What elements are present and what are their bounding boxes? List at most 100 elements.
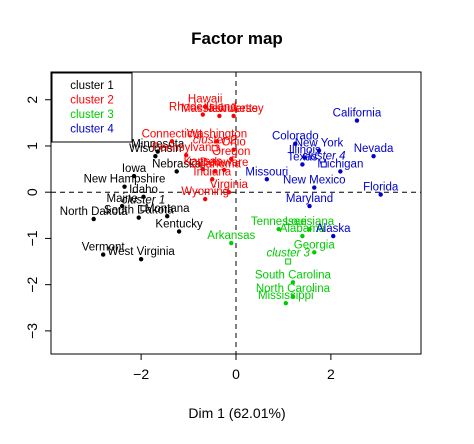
label-virginia: Virginia: [210, 179, 249, 191]
label-massachusetts: Massachusetts: [181, 103, 258, 115]
label-delaware: Delaware: [200, 157, 249, 169]
axes: −2 0 2 −3 −2 −1 0 1 2: [24, 96, 335, 382]
y-tick-label: 2: [24, 96, 40, 104]
legend: cluster 1 cluster 2 cluster 3 cluster 4: [51, 72, 133, 143]
label-oklahoma: Oklahoma: [188, 158, 241, 170]
point-oregon: [229, 156, 234, 162]
label-kansas: Kansas: [184, 156, 223, 168]
point-south-carolina: [290, 280, 296, 285]
point-minnesota: [155, 149, 160, 154]
label-nebraska: Nebraska: [152, 158, 202, 170]
point-wisconsin: [153, 153, 158, 159]
reference-lines: [51, 72, 421, 354]
point-vermont: [100, 252, 106, 257]
point-new-mexico: [312, 185, 317, 190]
point-north-dakota: [91, 216, 96, 222]
label-alabama: Alabama: [280, 223, 326, 235]
point-tennessee: [276, 226, 281, 232]
label-kentucky: Kentucky: [155, 218, 203, 230]
point-washington: [214, 139, 220, 144]
point-maine: [119, 203, 125, 209]
y-tick-label: 1: [24, 142, 40, 150]
label-connecticut: Connecticut: [142, 128, 204, 140]
point-california: [354, 118, 360, 123]
point-delaware: [221, 167, 227, 173]
centroid-label-cluster-4: cluster 4: [302, 150, 345, 162]
label-tennessee: Tennessee: [251, 216, 307, 228]
label-oregon: Oregon: [212, 146, 250, 158]
label-washington: Washington: [187, 128, 247, 140]
label-louisiana: Louisiana: [285, 216, 335, 228]
point-arkansas: [229, 240, 234, 246]
label-missouri: Missouri: [245, 166, 288, 178]
label-wisconsin: Wisconsin: [129, 143, 181, 155]
chart-title: Factor map: [191, 29, 283, 48]
label-new-york: New York: [295, 138, 344, 150]
point-florida: [378, 192, 383, 197]
point-mississippi: [283, 300, 289, 306]
label-texas: Texas: [287, 151, 317, 163]
point-south-dakota: [136, 215, 141, 220]
centroid-marker-cluster-4: [320, 161, 327, 168]
point-indiana: [210, 177, 215, 182]
label-south-dakota: South Dakota: [104, 205, 174, 217]
point-missouri: [264, 177, 270, 182]
y-tick-label: −1: [24, 230, 40, 246]
x-tick-label: 0: [232, 366, 240, 382]
point-massachusetts: [217, 113, 222, 119]
label-north-carolina: North Carolina: [256, 283, 331, 295]
point-kentucky: [176, 229, 182, 234]
label-michigan: Michigan: [317, 158, 363, 170]
point-iowa: [131, 173, 137, 179]
x-axis-label: Dim 1 (62.01%): [188, 405, 285, 421]
x-tick-label: 2: [327, 366, 335, 382]
point-kansas: [200, 166, 205, 172]
point-idaho: [141, 194, 146, 200]
point-montana: [165, 214, 170, 219]
label-indiana: Indiana: [193, 166, 231, 178]
label-south-carolina: South Carolina: [255, 269, 332, 281]
label-montana: Montana: [145, 203, 190, 215]
point-hawaii: [202, 104, 208, 109]
label-maine: Maine: [106, 193, 137, 205]
point-rhode-island: [200, 112, 205, 117]
point-oklahoma: [212, 169, 217, 174]
label-maryland: Maryland: [286, 193, 333, 205]
label-alaska: Alaska: [316, 223, 351, 235]
centroid-marker-cluster-1: [140, 205, 147, 212]
label-idaho: Idaho: [129, 184, 158, 196]
point-nevada: [371, 153, 376, 159]
legend-item-cluster-2: cluster 2: [70, 95, 113, 107]
label-illinois: Illinois: [289, 145, 321, 157]
point-new-hampshire: [122, 184, 127, 189]
point-texas: [300, 162, 305, 167]
centroid-label-cluster-1: cluster 1: [122, 194, 165, 206]
point-nebraska: [174, 169, 179, 174]
x-tick-label: −2: [133, 366, 149, 382]
label-florida: Florida: [363, 182, 399, 194]
label-hawaii: Hawaii: [188, 94, 223, 106]
y-tick-label: −3: [24, 323, 40, 339]
label-california: California: [333, 108, 382, 120]
label-new-hampshire: New Hampshire: [84, 174, 166, 186]
label-new-mexico: New Mexico: [283, 175, 346, 187]
label-georgia: Georgia: [294, 239, 336, 251]
point-illinois: [302, 155, 307, 160]
point-virginia: [226, 189, 232, 195]
legend-box: [51, 72, 133, 143]
label-colorado: Colorado: [272, 131, 319, 143]
y-tick-label: 0: [24, 188, 40, 196]
point-north-carolina: [290, 294, 296, 299]
label-nevada: Nevada: [354, 143, 394, 155]
label-ohio: Ohio: [221, 137, 245, 149]
point-maryland: [307, 203, 312, 209]
point-wyoming: [202, 196, 208, 202]
legend-item-cluster-1: cluster 1: [70, 80, 113, 92]
label-pennsylvania: Pennsylvania: [152, 142, 221, 154]
centroid-marker-cluster-2: [211, 145, 218, 152]
